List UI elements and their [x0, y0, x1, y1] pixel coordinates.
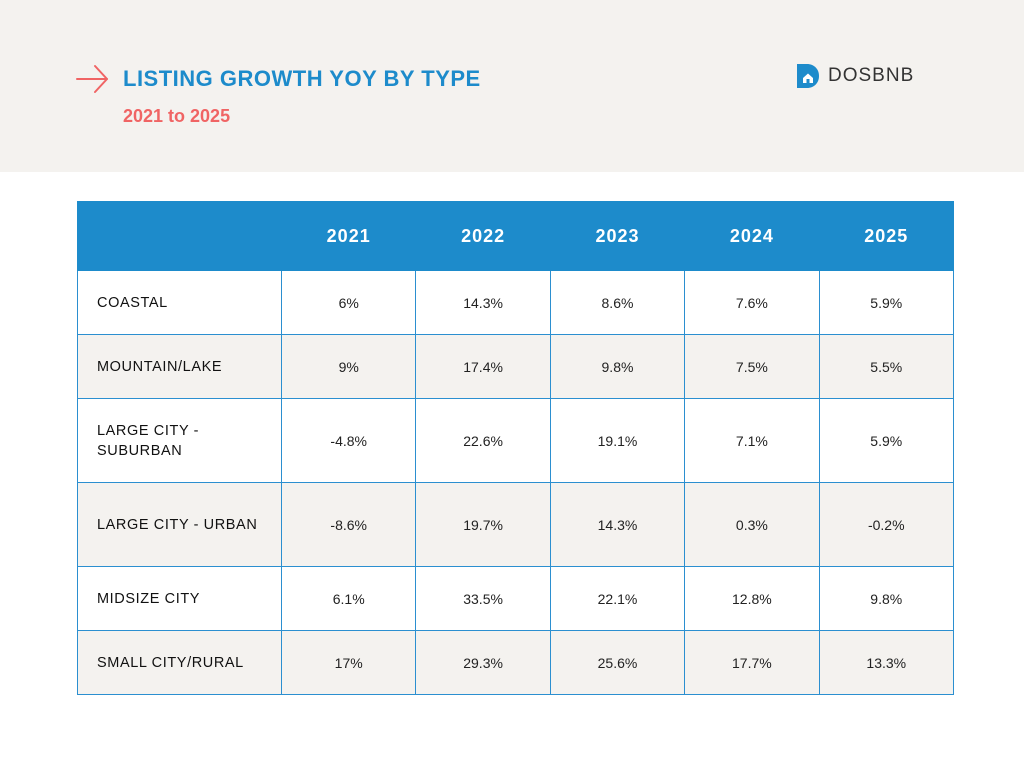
table-cell: 6.1% — [280, 566, 417, 631]
table-cell: 33.5% — [415, 566, 551, 631]
table-cell: 9.8% — [818, 566, 954, 631]
table-cell: 13.3% — [818, 630, 954, 695]
table-cell: 17.4% — [415, 334, 551, 399]
header-band — [0, 0, 1024, 172]
row-label: COASTAL — [77, 270, 282, 335]
table-cell: 22.1% — [549, 566, 686, 631]
table-cell: 0.3% — [684, 482, 820, 567]
page-subtitle: 2021 to 2025 — [123, 106, 231, 126]
table-cell: 8.6% — [549, 270, 686, 335]
brand: DOSBNB — [797, 64, 914, 88]
table-cell: 14.3% — [415, 270, 551, 335]
column-header: 2022 — [415, 201, 551, 271]
brand-name: DOSBNB — [828, 65, 915, 86]
table-cell: 14.3% — [549, 482, 686, 567]
table-cell: -0.2% — [818, 482, 954, 567]
table-cell: 5.5% — [818, 334, 954, 399]
table-cell: 9% — [280, 334, 417, 399]
table-cell: 5.9% — [818, 270, 954, 335]
growth-table: 2021 2022 2023 2024 2025 COASTAL 6% 14.3… — [77, 201, 954, 695]
table-cell: 7.1% — [684, 398, 820, 483]
table-cell: 9.8% — [549, 334, 686, 399]
arrow-right-icon — [76, 65, 108, 93]
table-row: SMALL CITY/RURAL 17% 29.3% 25.6% 17.7% 1… — [77, 630, 954, 695]
table-cell: 22.6% — [415, 398, 551, 483]
table-cell: 7.6% — [684, 270, 820, 335]
column-header: 2023 — [549, 201, 686, 271]
table-cell: 17% — [280, 630, 417, 695]
table-cell: 25.6% — [549, 630, 686, 695]
dosbnb-logo-icon — [797, 64, 819, 88]
row-label: MOUNTAIN/LAKE — [77, 334, 282, 399]
table-cell: 12.8% — [684, 566, 820, 631]
column-header: 2024 — [684, 201, 820, 271]
row-label: MIDSIZE CITY — [77, 566, 282, 631]
table-cell: 5.9% — [818, 398, 954, 483]
table-cell: -8.6% — [280, 482, 417, 567]
row-label: SMALL CITY/RURAL — [77, 630, 282, 695]
row-label: LARGE CITY - URBAN — [77, 482, 282, 567]
page-title: LISTING GROWTH YOY BY TYPE — [123, 66, 481, 91]
table-cell: 7.5% — [684, 334, 820, 399]
table-cell: 19.1% — [549, 398, 686, 483]
row-label: LARGE CITY - SUBURBAN — [77, 398, 282, 483]
table-row: MOUNTAIN/LAKE 9% 17.4% 9.8% 7.5% 5.5% — [77, 334, 954, 399]
table-cell: 17.7% — [684, 630, 820, 695]
column-header: 2025 — [818, 201, 954, 271]
table-cell: -4.8% — [280, 398, 417, 483]
table-row: COASTAL 6% 14.3% 8.6% 7.6% 5.9% — [77, 270, 954, 335]
table-row: LARGE CITY - URBAN -8.6% 19.7% 14.3% 0.3… — [77, 482, 954, 567]
table-header-row: 2021 2022 2023 2024 2025 — [77, 201, 954, 271]
table-cell: 19.7% — [415, 482, 551, 567]
table-row: MIDSIZE CITY 6.1% 33.5% 22.1% 12.8% 9.8% — [77, 566, 954, 631]
table-cell: 6% — [280, 270, 417, 335]
header-corner-cell — [77, 201, 282, 271]
table-cell: 29.3% — [415, 630, 551, 695]
column-header: 2021 — [280, 201, 417, 271]
table-row: LARGE CITY - SUBURBAN -4.8% 22.6% 19.1% … — [77, 398, 954, 483]
